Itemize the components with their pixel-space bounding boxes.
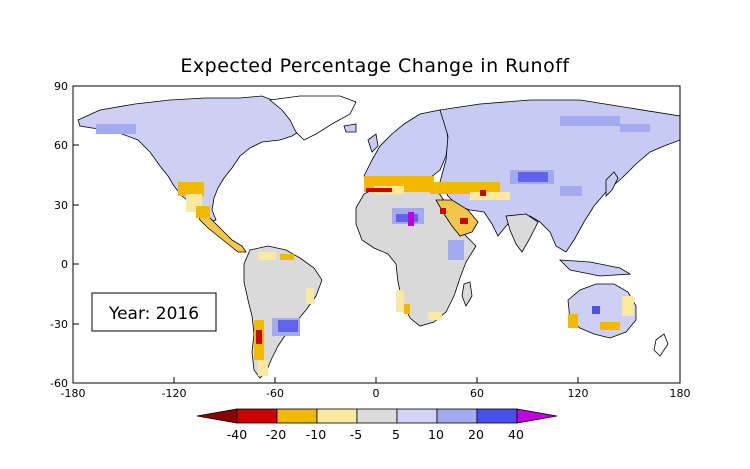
colorbar-cell	[356, 408, 398, 424]
colorbar-label: 20	[468, 427, 484, 442]
colorbar-cell	[476, 408, 518, 424]
colorbar-arrow-low	[196, 408, 238, 424]
land-arabia	[435, 199, 479, 237]
y-tick-label: -60	[50, 377, 68, 390]
colorbar-cell	[276, 408, 318, 424]
land-india	[505, 213, 539, 253]
colorbar-arrow-high	[516, 408, 558, 424]
y-tick-label: 30	[54, 199, 68, 212]
x-tick-label: -180	[61, 387, 86, 400]
x-tick-label: 0	[373, 387, 380, 400]
axis-ticks	[72, 85, 681, 384]
x-tick-label: -120	[162, 387, 187, 400]
colorbar-label: 5	[392, 427, 400, 442]
colorbar-label: -10	[306, 427, 326, 442]
land-uk	[367, 133, 379, 153]
x-axis-tick-labels: -180 -120 -60 0 60 120 180	[61, 387, 691, 400]
y-tick-label: 0	[61, 258, 68, 271]
map-title: Expected Percentage Change in Runoff	[180, 55, 570, 77]
land-greenland	[269, 95, 357, 141]
x-tick-label: 120	[568, 387, 589, 400]
land-new-zealand	[653, 333, 669, 357]
x-tick-label: 60	[470, 387, 484, 400]
colorbar-cell	[236, 408, 278, 424]
year-label: Year: 2016	[108, 304, 199, 324]
map-panel: -180 -120 -60 0 60 120 180 90 60 30 0 -3…	[50, 80, 690, 400]
land-central-america	[195, 209, 247, 253]
colorbar: -40 -20 -10 -5 5 10 20 40	[196, 408, 558, 442]
colorbar-label: -40	[227, 427, 247, 442]
x-tick-label: -60	[266, 387, 284, 400]
colorbar-label: 10	[428, 427, 444, 442]
colorbar-cell	[316, 408, 358, 424]
year-label-box: Year: 2016	[91, 292, 217, 332]
y-axis-tick-labels: 90 60 30 0 -30 -60	[50, 80, 68, 390]
land-iceland	[343, 123, 357, 133]
colorbar-label: -20	[266, 427, 286, 442]
x-tick-label: 180	[670, 387, 691, 400]
land-japan	[605, 171, 619, 197]
anomaly-patches	[96, 116, 650, 376]
land-indonesia	[558, 259, 632, 277]
land-madagascar	[461, 281, 473, 307]
colorbar-cell	[436, 408, 478, 424]
y-tick-label: 90	[54, 80, 68, 93]
colorbar-cells	[196, 408, 558, 424]
y-tick-label: -30	[50, 318, 68, 331]
y-tick-label: 60	[54, 139, 68, 152]
colorbar-label: -5	[350, 427, 362, 442]
colorbar-cell	[396, 408, 438, 424]
colorbar-labels: -40 -20 -10 -5 5 10 20 40	[227, 427, 524, 442]
colorbar-label: 40	[508, 427, 524, 442]
